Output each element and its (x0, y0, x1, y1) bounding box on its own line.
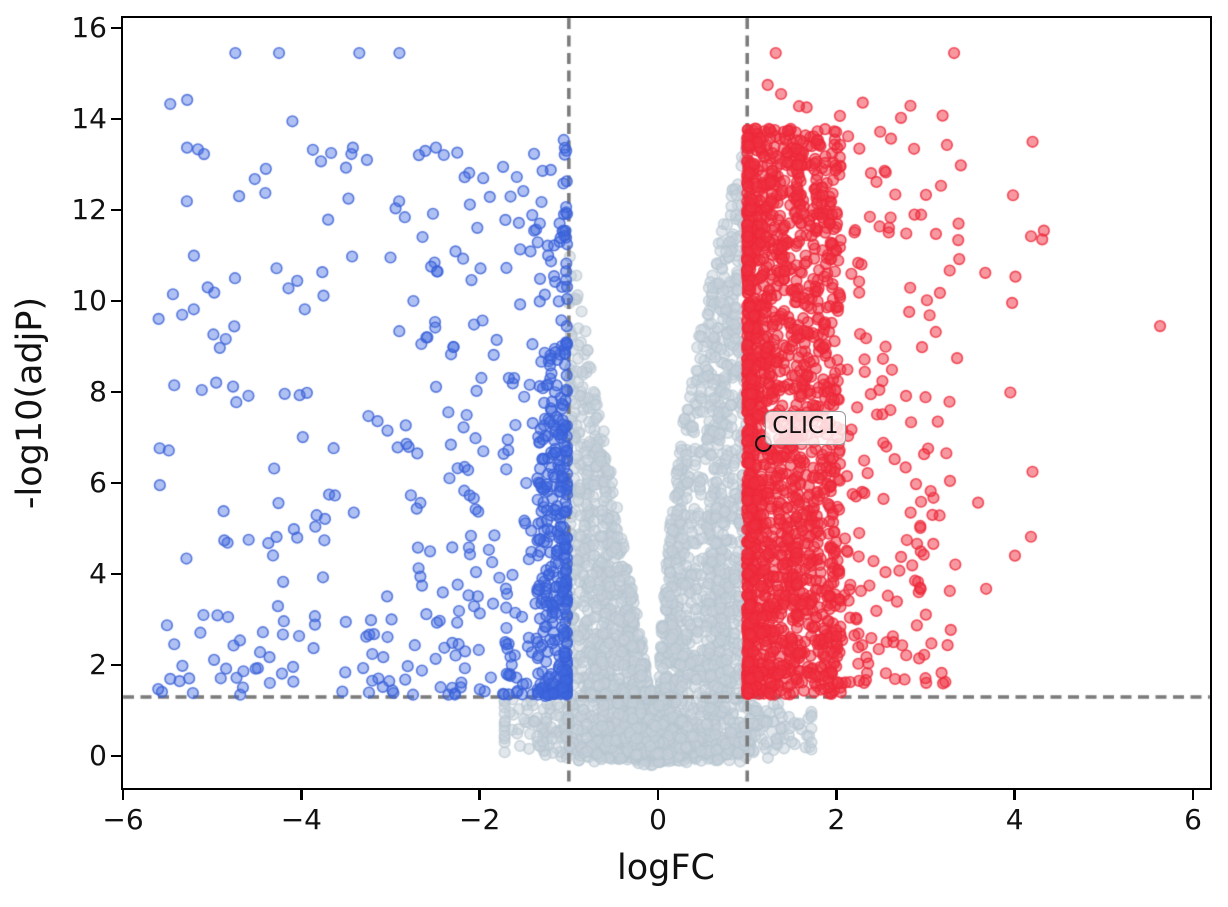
y-tick (111, 572, 121, 576)
y-tick (111, 663, 121, 667)
y-tick-label: 14 (71, 102, 107, 136)
x-tick-label: 0 (649, 803, 667, 836)
y-tick-label: 6 (89, 466, 107, 500)
y-tick-label: 16 (71, 11, 107, 44)
x-tick (478, 790, 481, 800)
y-tick (111, 390, 121, 394)
x-tick-label: −4 (280, 803, 322, 836)
y-tick (111, 754, 121, 758)
y-tick-label: 8 (89, 375, 107, 409)
x-tick-label: −2 (459, 803, 501, 836)
y-tick-label: 0 (89, 739, 107, 773)
y-tick (111, 26, 121, 30)
x-tick (656, 790, 660, 800)
x-tick (1191, 790, 1195, 800)
y-axis-label: -log10(adjP) (10, 296, 50, 510)
y-tick (111, 481, 121, 485)
x-tick (300, 790, 303, 800)
gene-annotation-label: CLIC1 (765, 411, 846, 445)
y-tick (111, 117, 121, 121)
x-tick-label: 4 (1005, 803, 1024, 836)
x-tick (1013, 790, 1016, 800)
x-axis-label: logFC (617, 848, 715, 888)
y-tick-label: 10 (71, 284, 107, 318)
y-tick-label: 12 (71, 193, 107, 227)
y-tick-label: 2 (89, 648, 107, 682)
y-tick (111, 299, 121, 303)
y-tick-label: 4 (89, 557, 107, 591)
x-tick-label: 2 (827, 803, 846, 836)
x-tick (835, 790, 838, 800)
x-tick-label: −6 (102, 803, 144, 836)
y-tick (111, 208, 121, 212)
x-tick (121, 790, 125, 800)
x-tick-label: 6 (1184, 803, 1202, 836)
